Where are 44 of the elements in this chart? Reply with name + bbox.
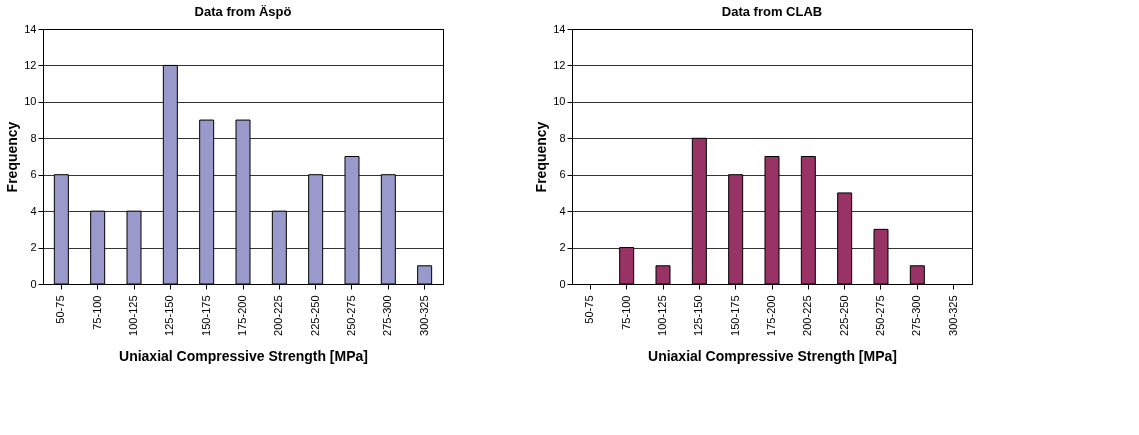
x-tick-label: 200-225: [272, 295, 285, 336]
x-tick-label: 250-275: [344, 295, 357, 336]
y-tick-label: 4: [559, 204, 566, 217]
x-tick-label: 125-150: [692, 295, 705, 336]
x-tick-label: 225-250: [308, 295, 321, 336]
x-tick-label: 200-225: [801, 295, 814, 336]
y-tick-label: 10: [553, 95, 566, 108]
y-tick-label: 0: [559, 277, 566, 290]
x-tick-label: 175-200: [765, 295, 777, 336]
x-tick-label: 50-75: [583, 295, 596, 324]
y-tick-label: 12: [553, 58, 566, 71]
y-tick-label: 2: [559, 241, 566, 254]
x-tick-label: 100-125: [656, 295, 669, 336]
y-tick-label: 6: [559, 168, 566, 181]
y-tick-label: 14: [553, 22, 566, 35]
x-tick-label: 125-150: [163, 295, 176, 336]
y-tick-label: 4: [30, 204, 37, 217]
y-tick-label: 14: [24, 22, 37, 35]
y-tick-label: 12: [24, 58, 37, 71]
y-axis-title: Frequency: [4, 121, 21, 193]
x-tick-label: 300-325: [417, 295, 430, 336]
chart-title: Data from Äspö: [194, 4, 292, 19]
y-tick-label: 8: [30, 131, 37, 144]
y-axis-title: Frequency: [533, 121, 550, 193]
x-tick-label: 225-250: [837, 295, 850, 336]
y-tick-label: 2: [30, 241, 37, 254]
x-tick-label: 150-175: [728, 295, 741, 336]
x-axis-title: Uniaxial Compressive Strength [MPa]: [119, 347, 368, 364]
x-tick-label: 75-100: [619, 295, 632, 330]
y-tick-label: 10: [24, 95, 37, 108]
x-tick-label: 300-325: [946, 295, 959, 336]
chart-title: Data from CLAB: [721, 4, 823, 19]
x-tick-label: 175-200: [236, 295, 248, 336]
y-tick-label: 0: [30, 277, 37, 290]
x-axis-title: Uniaxial Compressive Strength [MPa]: [648, 347, 897, 364]
x-tick-label: 275-300: [381, 295, 394, 336]
x-tick-label: 150-175: [199, 295, 212, 336]
x-tick-label: 75-100: [90, 295, 103, 330]
y-tick-label: 6: [30, 168, 37, 181]
x-tick-label: 100-125: [127, 295, 140, 336]
x-tick-label: 275-300: [910, 295, 923, 336]
x-tick-label: 250-275: [873, 295, 886, 336]
x-tick-label: 50-75: [54, 295, 67, 324]
y-tick-label: 8: [559, 131, 566, 144]
